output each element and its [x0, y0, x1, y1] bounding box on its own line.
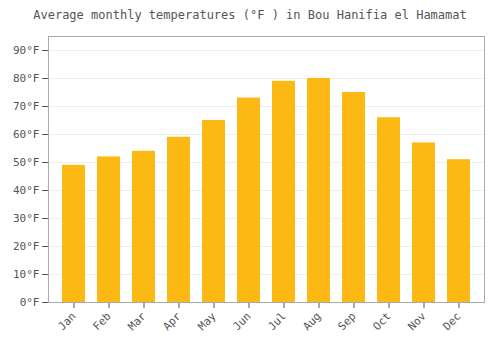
svg-text:80°F: 80°F [13, 72, 40, 85]
svg-text:0°F: 0°F [20, 296, 40, 309]
svg-text:Mar: Mar [125, 309, 149, 333]
svg-text:40°F: 40°F [13, 184, 40, 197]
svg-text:Jul: Jul [265, 310, 288, 333]
svg-text:May: May [195, 309, 219, 333]
svg-text:Nov: Nov [405, 309, 429, 333]
svg-text:10°F: 10°F [13, 268, 40, 281]
svg-text:50°F: 50°F [13, 156, 40, 169]
svg-text:30°F: 30°F [13, 212, 40, 225]
html-text:Average monthly temperatures (: Average monthly temperatures (°F ) in Bo… [33, 8, 467, 22]
svg-text:Dec: Dec [440, 310, 463, 333]
svg-text:Feb: Feb [90, 310, 113, 333]
svg-text:60°F: 60°F [13, 128, 40, 141]
svg-text:20°F: 20°F [13, 240, 40, 253]
svg-text:Sep: Sep [335, 310, 358, 333]
svg-text:Jan: Jan [55, 310, 78, 333]
svg-text:70°F: 70°F [13, 100, 40, 113]
svg-text:Oct: Oct [370, 310, 393, 333]
svg-text:Jun: Jun [230, 310, 253, 333]
svg-text:90°F: 90°F [13, 44, 40, 57]
svg-text:Aug: Aug [300, 310, 323, 333]
svg-text:Apr: Apr [160, 309, 184, 333]
